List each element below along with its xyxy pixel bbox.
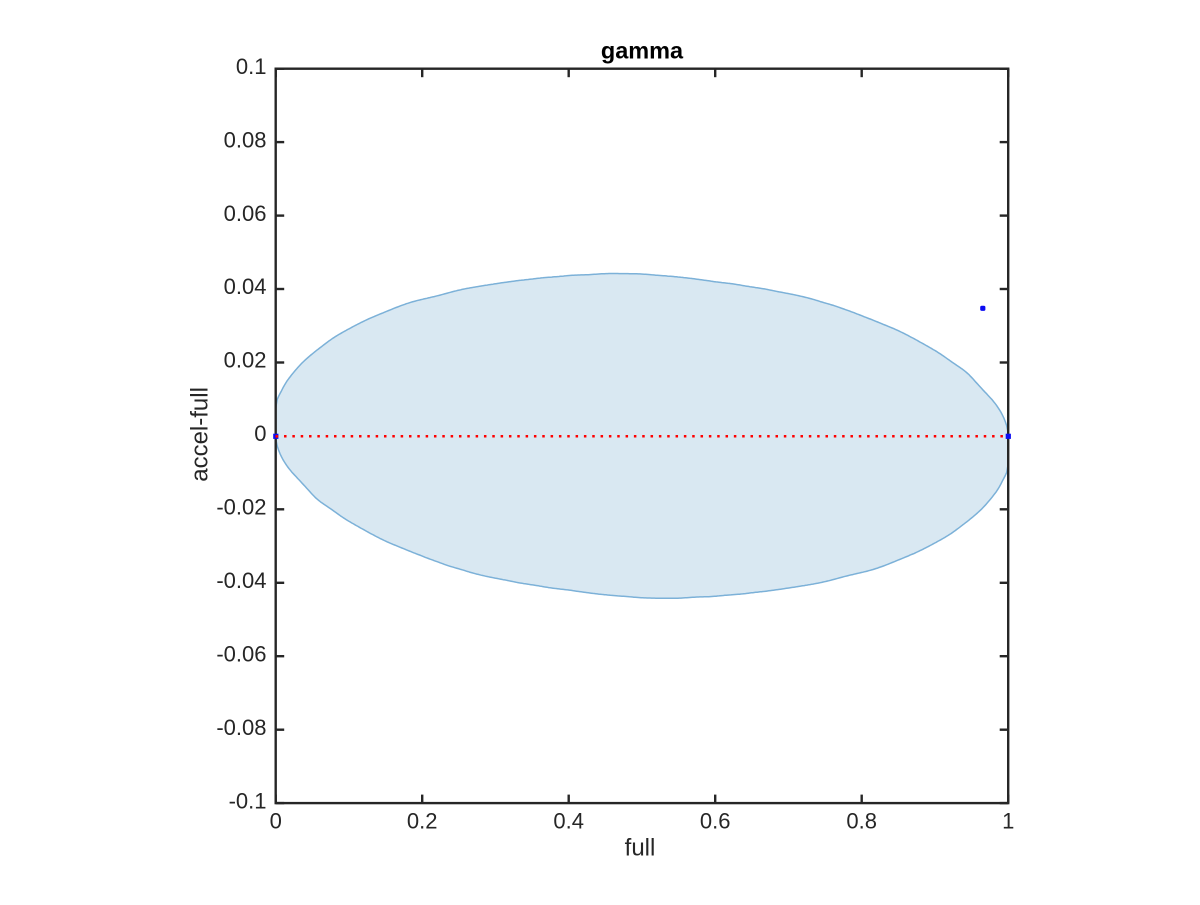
svg-text:0.6: 0.6 xyxy=(700,809,731,834)
svg-text:-0.04: -0.04 xyxy=(216,568,266,593)
svg-text:-0.1: -0.1 xyxy=(229,788,267,813)
svg-text:0.2: 0.2 xyxy=(407,809,438,834)
svg-text:1: 1 xyxy=(1002,809,1014,834)
svg-text:0.08: 0.08 xyxy=(224,127,267,152)
svg-text:0: 0 xyxy=(254,421,266,446)
svg-text:0.1: 0.1 xyxy=(236,54,267,79)
svg-text:-0.02: -0.02 xyxy=(216,495,266,520)
svg-text:-0.06: -0.06 xyxy=(216,641,266,666)
svg-text:0.8: 0.8 xyxy=(846,809,877,834)
svg-text:0.06: 0.06 xyxy=(224,201,267,226)
svg-text:accel-full: accel-full xyxy=(187,387,214,482)
svg-text:0.4: 0.4 xyxy=(553,809,584,834)
svg-text:full: full xyxy=(625,835,656,862)
svg-text:-0.08: -0.08 xyxy=(216,715,266,740)
svg-text:0.04: 0.04 xyxy=(224,274,267,299)
svg-text:0.02: 0.02 xyxy=(224,348,267,373)
svg-text:0: 0 xyxy=(270,809,282,834)
svg-text:gamma: gamma xyxy=(601,38,684,64)
